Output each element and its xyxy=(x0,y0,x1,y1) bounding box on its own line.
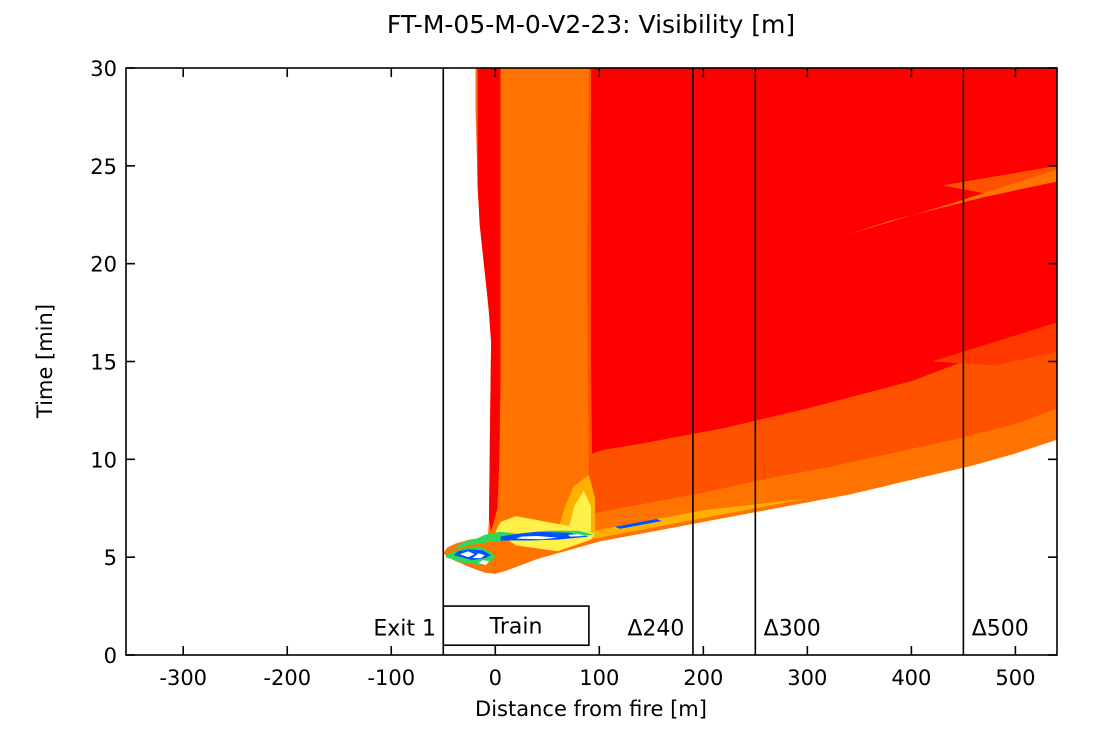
visibility-region-18 xyxy=(478,560,489,565)
visibility-region-19 xyxy=(516,536,558,540)
annotation-label: Δ300 xyxy=(764,617,821,642)
vertical-marker-lines xyxy=(442,68,965,655)
annotations: Exit 1 Δ240 Δ300 Δ500 xyxy=(373,617,1028,642)
y-tick-label: 25 xyxy=(90,155,117,179)
x-tick-label: 500 xyxy=(995,666,1035,690)
visibility-region-5 xyxy=(942,165,1057,194)
x-axis-label: Distance from fire [m] xyxy=(475,697,707,721)
visibility-region-17 xyxy=(472,553,485,559)
y-tick-label: 10 xyxy=(90,448,117,472)
train-label: Train xyxy=(489,615,543,640)
x-tick-label: -200 xyxy=(263,666,311,690)
x-tick-label: -100 xyxy=(367,666,415,690)
x-tick-label: 400 xyxy=(891,666,931,690)
axis-ticks xyxy=(126,67,1057,656)
visibility-region-7 xyxy=(536,498,808,548)
chart-title: FT-M-05-M-0-V2-23: Visibility [m] xyxy=(387,10,795,39)
annotation-label: Exit 1 xyxy=(373,617,436,642)
visibility-region-16 xyxy=(459,551,475,558)
visibility-region-15 xyxy=(614,519,662,529)
y-tick-label: 15 xyxy=(90,351,117,375)
visibility-region-9 xyxy=(568,490,591,532)
y-tick-label: 0 xyxy=(104,644,117,668)
visibility-region-20 xyxy=(568,534,585,537)
y-tick-label: 30 xyxy=(90,57,117,81)
x-tick-label: 100 xyxy=(579,666,619,690)
y-tick-label: 5 xyxy=(104,546,117,570)
y-axis-label: Time [min] xyxy=(33,304,57,419)
x-tick-label: 200 xyxy=(683,666,723,690)
axis-tick-labels: -300 -200 -100 0 100 200 300 400 500 0 5 10 15 20 25 30 xyxy=(90,57,1035,690)
visibility-region-2 xyxy=(477,68,501,532)
annotation-label: Δ500 xyxy=(972,617,1029,642)
annotation-label: Δ240 xyxy=(627,617,684,642)
x-tick-label: -300 xyxy=(159,666,207,690)
x-tick-label: 300 xyxy=(787,666,827,690)
visibility-region-3 xyxy=(591,68,1057,454)
visibility-region-6 xyxy=(849,169,1057,235)
heatmap-regions xyxy=(443,68,1057,574)
y-tick-label: 20 xyxy=(90,253,117,277)
x-tick-label: 0 xyxy=(489,666,502,690)
train-box xyxy=(442,605,590,647)
